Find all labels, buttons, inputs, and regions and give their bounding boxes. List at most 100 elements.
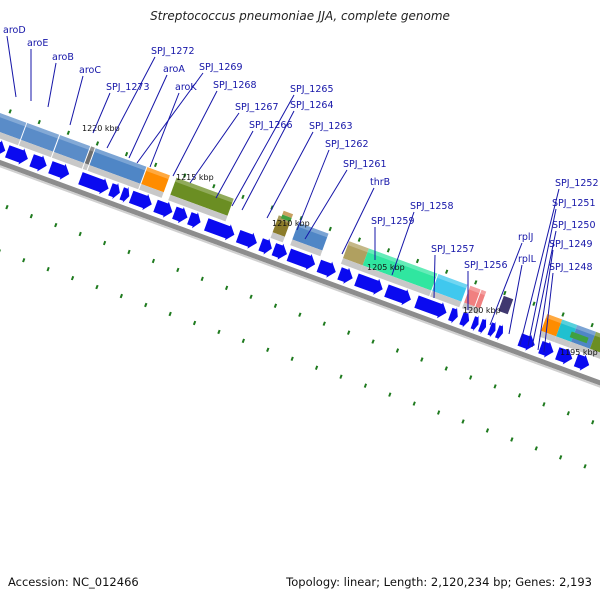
dot-mark: [412, 401, 416, 406]
tick-mark: [154, 162, 158, 168]
tick-mark: [328, 226, 332, 232]
gene-block-shadow: [554, 336, 572, 348]
dot-mark: [510, 437, 514, 442]
gene-block-shadow: [82, 163, 89, 171]
gene-block: [282, 210, 294, 218]
tick-mark: [37, 119, 41, 125]
dot-mark: [273, 303, 278, 308]
gene-block-shadow: [430, 290, 462, 308]
leader-line: [304, 169, 348, 240]
dot-mark: [444, 366, 448, 371]
gene-block: [141, 167, 170, 193]
dot-mark: [249, 294, 253, 299]
leader-line: [172, 90, 218, 177]
gene-label: SPJ_1261: [343, 159, 387, 170]
dot-mark: [70, 275, 75, 281]
gene-block: [89, 148, 147, 184]
dot-mark: [200, 276, 204, 282]
gene-arrow: [204, 218, 235, 241]
gene-block-shadow: [539, 330, 557, 342]
gene-block-shadow: [51, 152, 84, 169]
leader-line: [296, 149, 330, 231]
tick-label: 1210 kbp: [272, 219, 310, 228]
gene-arrow: [0, 140, 6, 154]
dot-mark: [461, 419, 465, 424]
map-title: Streptococcus pneumoniae JJA, complete g…: [150, 9, 450, 23]
gene-arrow: [187, 212, 201, 229]
gene-arrow: [459, 311, 470, 328]
gene-label: rplL: [518, 254, 537, 265]
leader-line: [508, 264, 523, 335]
gene-arrow: [414, 295, 447, 319]
gene-label: SPJ_1250: [552, 220, 596, 231]
gene-arrow: [108, 183, 120, 199]
tick-mark: [415, 258, 420, 264]
dot-mark: [420, 357, 424, 362]
leader-line: [136, 72, 204, 164]
dot-mark: [437, 410, 441, 415]
accession-text: Accession: NC_012466: [8, 575, 139, 589]
dot-mark: [534, 446, 538, 451]
gene-label: SPJ_1257: [431, 244, 475, 255]
dot-mark: [566, 411, 570, 416]
tick-mark: [241, 194, 245, 200]
gene-arrow: [128, 190, 152, 210]
gene-label: SPJ_1252: [555, 178, 599, 189]
dot-mark: [469, 375, 473, 380]
leader-line: [92, 92, 111, 134]
dot-mark: [517, 393, 522, 398]
tick-mark: [386, 248, 391, 253]
leader-line: [433, 254, 436, 299]
gene-block-shadow: [360, 265, 432, 297]
gene-block: [21, 123, 60, 152]
dot-mark: [176, 267, 180, 273]
tick-label: 1195 kbp: [560, 348, 598, 357]
gene-block: [569, 331, 589, 344]
gene-block-highlight: [89, 146, 95, 152]
dot-mark: [542, 402, 546, 407]
dot-mark: [322, 321, 326, 326]
leader-line: [189, 112, 240, 184]
tick-mark: [95, 141, 100, 146]
gene-block-highlight: [545, 314, 563, 324]
tick-mark: [503, 290, 507, 296]
dot-mark: [46, 266, 50, 272]
gene-arrow: [384, 284, 411, 306]
leader-line: [527, 208, 557, 347]
gene-label: aroA: [163, 64, 185, 75]
dot-mark: [103, 240, 107, 246]
dot-mark: [217, 329, 221, 335]
dot-mark: [388, 392, 392, 397]
leader-line: [6, 35, 17, 98]
tick-mark: [357, 237, 361, 242]
gene-block: [170, 177, 234, 216]
gene-block: [280, 214, 292, 222]
leader-line: [266, 131, 314, 219]
dot-mark: [95, 284, 99, 290]
dot-mark: [127, 249, 131, 255]
gene-block-shadow: [587, 348, 600, 359]
leader-line: [241, 110, 295, 211]
gene-block: [589, 331, 600, 353]
gene-arrow: [29, 154, 47, 172]
dot-mark: [371, 339, 375, 344]
tick-label: 1205 kbp: [367, 263, 405, 272]
leader-line: [149, 92, 180, 168]
gene-block-highlight: [437, 274, 468, 289]
gene-arrow: [555, 347, 573, 365]
leader-line: [341, 187, 375, 255]
gene-label: SPJ_1263: [309, 121, 353, 132]
gene-block-highlight: [468, 285, 481, 294]
gene-block-shadow: [270, 232, 285, 243]
gene-block: [0, 113, 27, 140]
gene-block: [292, 222, 329, 251]
leader-line: [537, 249, 554, 351]
dot-mark: [54, 222, 58, 228]
gene-block-highlight: [25, 123, 60, 139]
dot-mark: [168, 311, 172, 317]
dot-mark: [78, 231, 82, 237]
gene-block-shadow: [18, 139, 53, 158]
gene-label: SPJ_1262: [325, 139, 369, 150]
tick-label: 1220 kbp: [82, 124, 120, 133]
gene-label: aroB: [52, 52, 74, 63]
